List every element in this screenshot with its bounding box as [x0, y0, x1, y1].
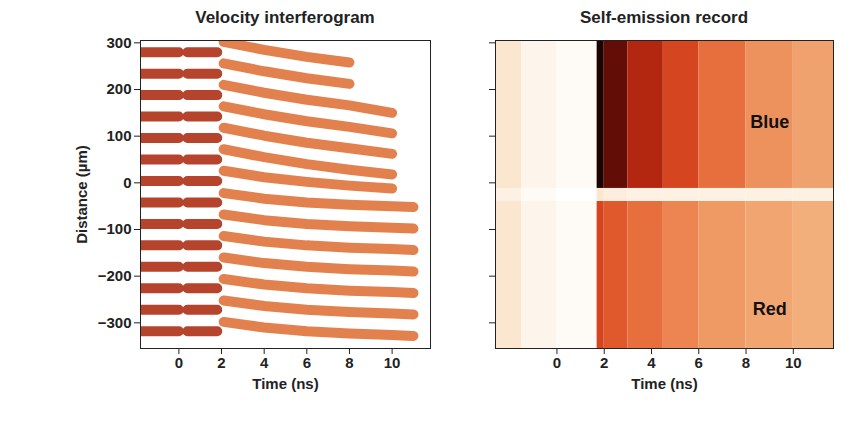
svg-text:300: 300: [106, 34, 131, 51]
svg-text:0: 0: [123, 174, 131, 191]
svg-text:2: 2: [217, 354, 225, 371]
svg-text:−200: −200: [98, 267, 132, 284]
svg-text:Time (ns): Time (ns): [252, 375, 318, 392]
svg-text:6: 6: [695, 354, 703, 371]
svg-text:Blue: Blue: [750, 112, 789, 132]
svg-text:2: 2: [600, 354, 608, 371]
svg-text:0: 0: [175, 354, 183, 371]
svg-text:4: 4: [260, 354, 269, 371]
svg-text:0: 0: [553, 354, 561, 371]
svg-text:−100: −100: [98, 220, 132, 237]
svg-text:8: 8: [742, 354, 750, 371]
svg-text:10: 10: [384, 354, 401, 371]
svg-text:Red: Red: [753, 299, 787, 319]
svg-text:4: 4: [647, 354, 656, 371]
html-text:Self-emission record: Self-emission record: [579, 8, 749, 27]
svg-text:8: 8: [345, 354, 353, 371]
svg-text:−300: −300: [98, 314, 132, 331]
svg-text:200: 200: [106, 80, 131, 97]
svg-text:100: 100: [106, 127, 131, 144]
svg-text:Time (ns): Time (ns): [631, 375, 697, 392]
svg-text:10: 10: [785, 354, 802, 371]
svg-text:Distance (µm): Distance (µm): [73, 145, 90, 244]
svg-text:6: 6: [303, 354, 311, 371]
html-text:Velocity interferogram: Velocity interferogram: [195, 8, 375, 27]
